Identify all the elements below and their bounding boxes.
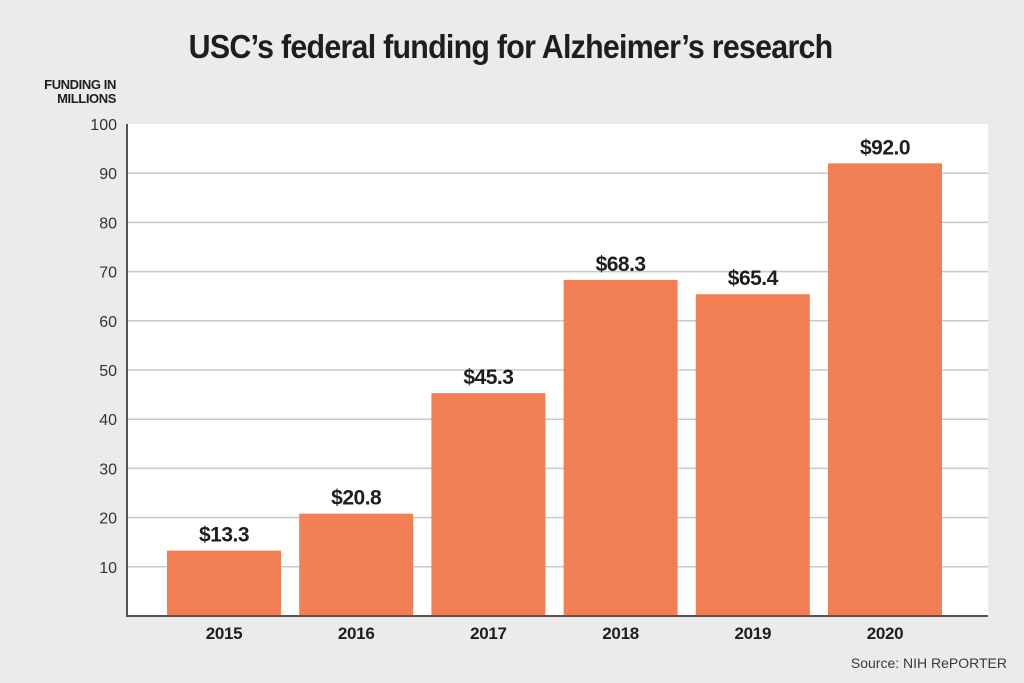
y-tick-label: 60 (99, 314, 117, 331)
y-tick-label: 50 (99, 363, 117, 380)
x-tick-label: 2015 (206, 624, 243, 643)
bar-2017 (431, 393, 546, 616)
data-label: $13.3 (199, 524, 249, 547)
x-tick-label: 2016 (338, 624, 375, 643)
y-axis-label: FUNDING IN MILLIONS (44, 78, 116, 106)
bar-2019 (695, 294, 810, 616)
y-tick-label: 100 (90, 117, 117, 134)
data-label: $92.0 (860, 136, 910, 159)
bar-2016 (299, 513, 414, 616)
y-axis-label-line-1: FUNDING IN (44, 77, 116, 92)
x-tick-label: 2019 (734, 624, 771, 643)
y-tick-label: 80 (99, 215, 117, 232)
bar-2020 (828, 163, 942, 617)
y-tick-label: 70 (99, 265, 117, 282)
y-tick-label: 40 (99, 412, 117, 429)
chart-title: USC’s federal funding for Alzheimer’s re… (188, 28, 834, 65)
y-tick-label: 20 (99, 511, 117, 528)
bar-2015 (167, 550, 281, 616)
x-tick-label: 2020 (867, 624, 904, 643)
data-label: $65.4 (728, 267, 779, 290)
x-tick-label: 2018 (602, 624, 639, 643)
bar-2018 (563, 279, 678, 616)
data-label: $45.3 (463, 366, 513, 389)
x-tick-label: 2017 (470, 624, 507, 643)
source-note: Source: NIH RePORTER (850, 655, 1007, 671)
y-tick-label: 30 (99, 461, 117, 478)
y-tick-label: 90 (99, 166, 117, 183)
y-axis-label-line-2: MILLIONS (57, 91, 116, 106)
data-label: $20.8 (331, 487, 382, 510)
data-label: $68.3 (596, 253, 646, 276)
y-tick-label: 10 (99, 560, 117, 577)
